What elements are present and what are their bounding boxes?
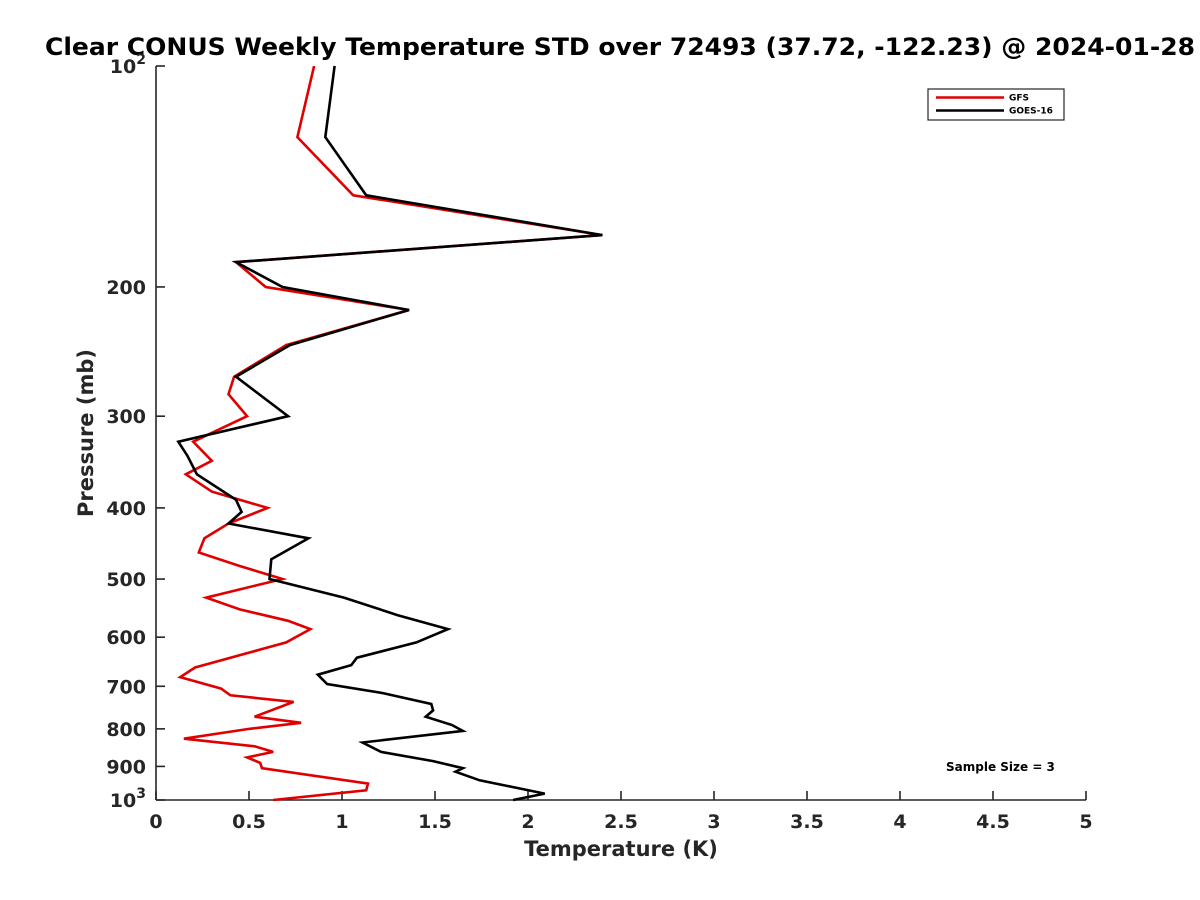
- y-tick-label: 400: [106, 498, 146, 520]
- legend-box: [927, 88, 1065, 121]
- y-tick-label: 200: [106, 277, 146, 299]
- y-tick-base: 10: [110, 790, 136, 812]
- y-tick-label: 700: [106, 676, 146, 698]
- series-layer: [176, 65, 603, 802]
- x-axis-label: Temperature (K): [524, 837, 718, 861]
- y-tick-exponent: 2: [136, 52, 146, 68]
- y-tick-base: 10: [110, 56, 136, 78]
- x-tick-label: 4: [893, 811, 906, 833]
- x-axis-ticks: 0 0.5 1 1.5 2 2.5 3 3.5 4 4.5 5: [149, 791, 1093, 833]
- y-tick-label: 102: [110, 52, 146, 78]
- series-line-goes-16: [176, 65, 603, 802]
- y-axis-label: Pressure (mb): [74, 349, 98, 517]
- x-tick-label: 0: [149, 811, 162, 833]
- x-tick-label: 3: [707, 811, 720, 833]
- y-tick-label: 900: [106, 756, 146, 778]
- x-tick-label: 0.5: [232, 811, 266, 833]
- y-tick-exponent: 3: [136, 786, 146, 802]
- x-tick-label: 2.5: [604, 811, 638, 833]
- y-tick-label: 600: [106, 627, 146, 649]
- x-tick-label: 1.5: [418, 811, 452, 833]
- x-tick-label: 1: [335, 811, 348, 833]
- legend: GFS GOES-16: [927, 88, 1065, 121]
- legend-gfs-label: GFS: [1009, 94, 1029, 104]
- legend-goes-label: GOES-16: [1009, 107, 1053, 117]
- y-tick-label: 300: [106, 406, 146, 428]
- plot-area: 0 0.5 1 1.5 2 2.5 3 3.5 4 4.5 5 102200300400500600…: [106, 52, 1092, 833]
- series-line-gfs: [177, 65, 603, 802]
- y-tick-label: 103: [110, 786, 146, 812]
- y-tick-label: 500: [106, 569, 146, 591]
- x-tick-label: 4.5: [976, 811, 1010, 833]
- x-tick-label: 2: [521, 811, 534, 833]
- x-tick-label: 3.5: [790, 811, 824, 833]
- sample-size-annotation: Sample Size = 3: [946, 760, 1055, 774]
- y-tick-label: 800: [106, 719, 146, 741]
- x-tick-label: 5: [1079, 811, 1092, 833]
- chart-title: Clear CONUS Weekly Temperature STD over …: [45, 33, 1195, 61]
